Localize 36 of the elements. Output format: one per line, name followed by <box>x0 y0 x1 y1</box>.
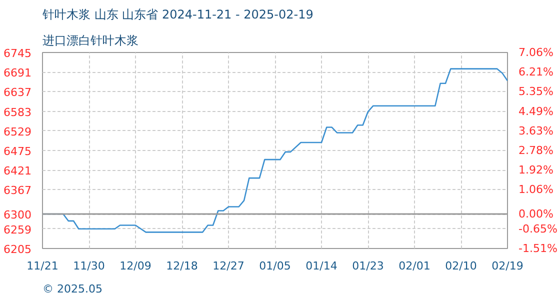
y-tick-label: 6475 <box>4 145 32 158</box>
chart-title: 针叶木浆 山东 山东省 2024-11-21 - 2025-02-19 <box>42 8 314 22</box>
y2-tick-label: 1.92% <box>518 164 554 177</box>
y-tick-label: 6259 <box>4 223 32 236</box>
y2-tick-label: 1.06% <box>518 183 554 196</box>
x-tick-label: 11/30 <box>73 260 105 272</box>
y2-tick-label: 3.63% <box>518 124 554 138</box>
y2-tick-label: 7.06% <box>518 46 554 59</box>
y2-tick-label: 6.21% <box>518 65 554 78</box>
x-tick-label: 12/27 <box>212 260 244 272</box>
y-tick-label: 6367 <box>4 184 32 198</box>
x-tick-label: 12/18 <box>166 260 198 272</box>
chart-subtitle: 进口漂白针叶木浆 <box>42 34 138 48</box>
x-tick-label: 11/21 <box>26 260 58 272</box>
y2-tick-label: 2.78% <box>518 144 554 157</box>
y-tick-label: 6583 <box>4 106 32 119</box>
x-tick-label: 02/10 <box>445 260 477 272</box>
y2-tick-label: 4.49% <box>518 104 554 118</box>
y2-tick-label: 0.00% <box>518 207 554 220</box>
x-tick-label: 12/09 <box>120 260 152 272</box>
x-tick-label: 02/01 <box>398 260 430 272</box>
x-tick-label: 01/14 <box>306 260 338 272</box>
x-tick-label: 01/05 <box>259 260 291 272</box>
y-tick-label: 6421 <box>4 164 32 178</box>
y-tick-label: 6529 <box>4 125 32 138</box>
y-tick-label: 6205 <box>4 243 32 256</box>
y2-tick-label: 5.35% <box>518 85 554 98</box>
y-tick-label: 6300 <box>4 208 32 222</box>
x-tick-label: 02/19 <box>492 260 524 272</box>
y-tick-label: 6745 <box>4 47 32 60</box>
y-tick-label: 6691 <box>4 66 32 80</box>
x-tick-label: 01/23 <box>352 260 384 272</box>
y2-tick-label: -0.65% <box>518 222 558 236</box>
y2-tick-label: -1.51% <box>518 242 558 255</box>
text: © 2025.05 <box>42 282 102 296</box>
y-tick-label: 6637 <box>4 86 32 100</box>
